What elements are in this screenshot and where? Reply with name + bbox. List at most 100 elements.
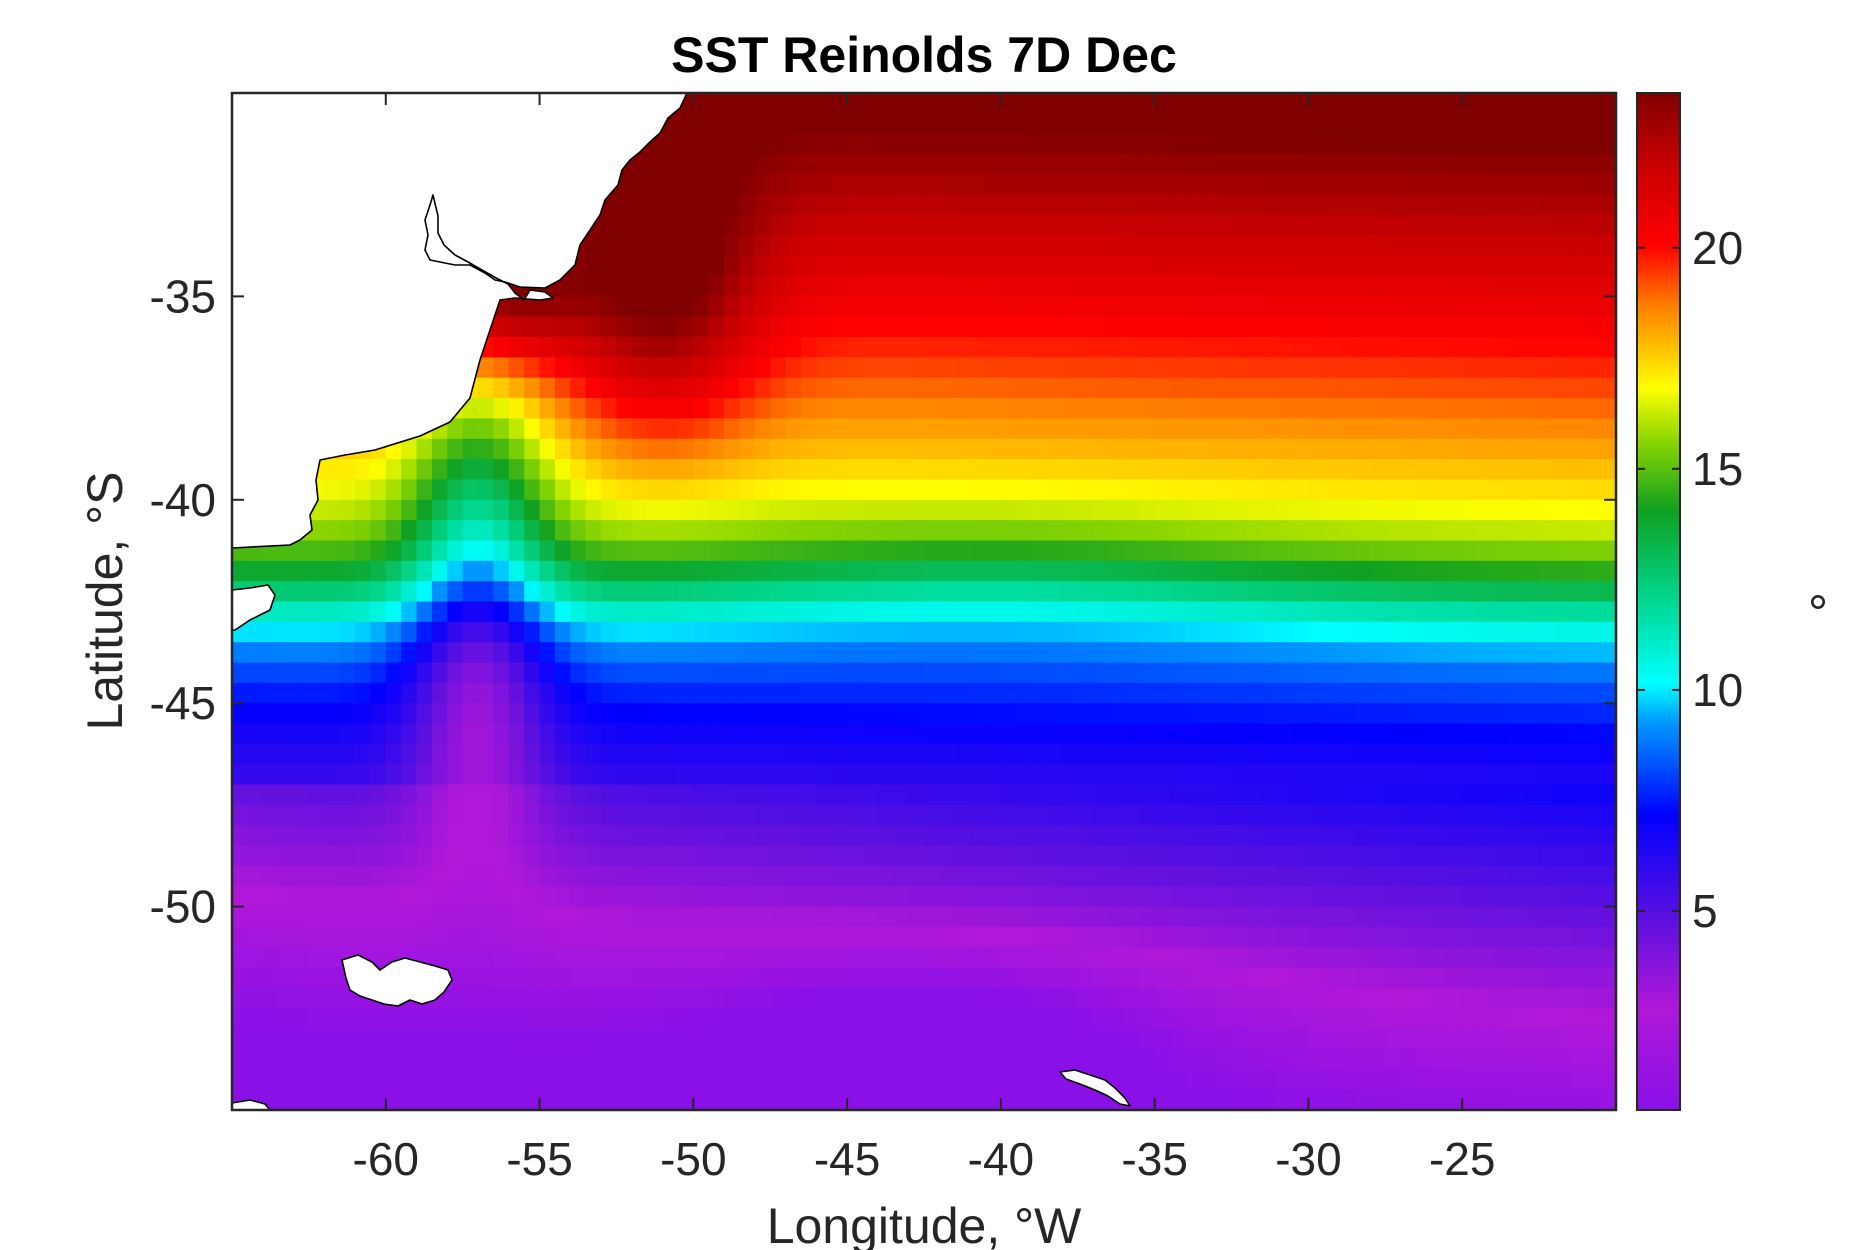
sst-cell bbox=[1523, 865, 1540, 887]
sst-cell bbox=[1185, 113, 1202, 135]
sst-cell bbox=[447, 540, 464, 562]
sst-cell bbox=[785, 825, 802, 847]
sst-cell bbox=[1062, 1048, 1079, 1070]
sst-cell bbox=[800, 459, 817, 481]
sst-cell bbox=[1462, 845, 1479, 867]
sst-cell bbox=[1016, 540, 1033, 562]
sst-cell bbox=[862, 296, 879, 318]
sst-cell bbox=[739, 886, 756, 908]
sst-cell bbox=[970, 764, 987, 786]
sst-cell bbox=[862, 1008, 879, 1030]
sst-cell bbox=[1246, 520, 1263, 542]
sst-cell bbox=[1492, 784, 1509, 806]
sst-cell bbox=[355, 1110, 371, 1131]
sst-cell bbox=[1016, 1008, 1033, 1030]
sst-cell bbox=[1385, 113, 1402, 135]
sst-cell bbox=[478, 987, 495, 1009]
sst-cell bbox=[1446, 1089, 1463, 1110]
sst-cell bbox=[1139, 398, 1156, 420]
sst-cell bbox=[693, 337, 710, 359]
sst-cell bbox=[339, 682, 356, 704]
sst-cell bbox=[1600, 764, 1616, 786]
sst-cell bbox=[1600, 1028, 1616, 1050]
sst-cell bbox=[1293, 1110, 1309, 1131]
sst-cell bbox=[954, 1008, 971, 1030]
sst-cell bbox=[1539, 1008, 1556, 1030]
sst-cell bbox=[908, 865, 925, 887]
sst-cell bbox=[570, 296, 587, 318]
sst-cell bbox=[478, 357, 495, 379]
sst-cell bbox=[739, 113, 756, 135]
sst-cell bbox=[1585, 377, 1602, 399]
sst-cell bbox=[1016, 926, 1033, 948]
sst-cell bbox=[1016, 438, 1033, 460]
sst-cell bbox=[677, 662, 694, 684]
sst-cell bbox=[616, 1008, 633, 1030]
sst-cell bbox=[1139, 93, 1156, 114]
sst-cell bbox=[1492, 764, 1509, 786]
sst-cell bbox=[1400, 804, 1417, 826]
sst-cell bbox=[708, 784, 725, 806]
sst-cell bbox=[877, 215, 894, 236]
sst-cell bbox=[1139, 723, 1156, 745]
sst-cell bbox=[462, 418, 479, 440]
sst-cell bbox=[401, 621, 418, 643]
sst-cell bbox=[647, 398, 664, 420]
sst-cell bbox=[1139, 682, 1156, 704]
sst-cell bbox=[1154, 418, 1171, 440]
sst-cell bbox=[1200, 1028, 1217, 1050]
sst-cell bbox=[985, 113, 1002, 135]
sst-cell bbox=[1016, 682, 1033, 704]
sst-cell bbox=[1139, 540, 1156, 562]
sst-cell bbox=[1062, 906, 1079, 928]
sst-cell bbox=[985, 743, 1002, 765]
sst-cell bbox=[585, 784, 602, 806]
sst-cell bbox=[1369, 865, 1386, 887]
sst-cell bbox=[1369, 113, 1386, 135]
sst-cell bbox=[770, 520, 787, 542]
sst-cell bbox=[1508, 1008, 1525, 1030]
sst-cell bbox=[647, 1048, 664, 1070]
sst-cell bbox=[1170, 906, 1187, 928]
sst-cell bbox=[631, 682, 648, 704]
sst-cell bbox=[554, 825, 571, 847]
sst-cell bbox=[800, 398, 817, 420]
sst-cell bbox=[478, 764, 495, 786]
sst-cell bbox=[754, 987, 771, 1009]
sst-cell bbox=[985, 947, 1002, 969]
sst-cell bbox=[1246, 581, 1263, 603]
sst-cell bbox=[631, 906, 648, 928]
sst-cell bbox=[1016, 459, 1033, 481]
sst-cell bbox=[939, 235, 956, 257]
sst-cell bbox=[339, 865, 356, 887]
sst-cell bbox=[1000, 865, 1017, 887]
sst-cell bbox=[308, 540, 325, 562]
sst-cell bbox=[785, 255, 802, 277]
sst-cell bbox=[1077, 296, 1094, 318]
sst-cell bbox=[1508, 662, 1525, 684]
sst-cell bbox=[539, 540, 556, 562]
sst-cell bbox=[401, 845, 418, 867]
sst-cell bbox=[970, 133, 987, 155]
sst-cell bbox=[862, 235, 879, 257]
sst-cell bbox=[847, 255, 864, 277]
sst-cell bbox=[1462, 560, 1479, 582]
sst-cell bbox=[693, 93, 710, 114]
sst-cell bbox=[1216, 947, 1233, 969]
sst-cell bbox=[1431, 987, 1448, 1009]
sst-cell bbox=[970, 642, 987, 664]
sst-cell bbox=[739, 520, 756, 542]
sst-cell bbox=[924, 296, 940, 318]
sst-cell bbox=[1293, 662, 1310, 684]
sst-cell bbox=[1508, 560, 1525, 582]
sst-cell bbox=[1231, 1048, 1248, 1070]
sst-cell bbox=[1139, 845, 1156, 867]
sst-cell bbox=[1231, 1069, 1248, 1091]
sst-cell bbox=[1262, 133, 1279, 155]
sst-cell bbox=[1293, 967, 1310, 989]
sst-cell bbox=[1062, 337, 1079, 359]
sst-cell bbox=[1354, 255, 1371, 277]
sst-cell bbox=[1369, 316, 1386, 338]
sst-cell bbox=[877, 296, 894, 318]
sst-cell bbox=[1585, 154, 1602, 175]
